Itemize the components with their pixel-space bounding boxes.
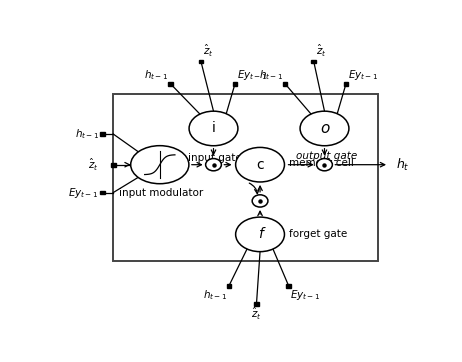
Text: $h_{t-1}$: $h_{t-1}$ bbox=[74, 127, 99, 141]
Text: output gate: output gate bbox=[296, 151, 357, 161]
Bar bbox=[254, 302, 259, 306]
Text: $h_{t-1}$: $h_{t-1}$ bbox=[145, 68, 169, 81]
Text: f: f bbox=[258, 227, 262, 241]
Bar bbox=[226, 284, 231, 288]
Bar bbox=[113, 94, 378, 261]
Text: forget gate: forget gate bbox=[289, 230, 347, 239]
Text: $h_{t-1}$: $h_{t-1}$ bbox=[203, 288, 227, 302]
Text: input modulator: input modulator bbox=[120, 188, 204, 198]
Bar bbox=[311, 60, 316, 63]
Ellipse shape bbox=[131, 146, 189, 184]
Text: $\hat{z}_t$: $\hat{z}_t$ bbox=[251, 306, 262, 323]
Circle shape bbox=[206, 159, 221, 171]
Text: $Ey_{t-1}$: $Ey_{t-1}$ bbox=[68, 186, 99, 199]
Ellipse shape bbox=[236, 147, 285, 182]
Text: $\hat{z}_t$: $\hat{z}_t$ bbox=[203, 43, 213, 59]
Bar bbox=[199, 60, 203, 63]
Ellipse shape bbox=[189, 111, 238, 146]
Text: $h_t$: $h_t$ bbox=[396, 157, 410, 173]
Circle shape bbox=[252, 195, 268, 207]
Text: $Ey_{t-1}$: $Ey_{t-1}$ bbox=[237, 68, 267, 81]
Bar bbox=[233, 82, 237, 86]
Text: o: o bbox=[320, 121, 329, 136]
Bar bbox=[168, 82, 173, 86]
Bar bbox=[286, 284, 291, 288]
Bar bbox=[111, 163, 116, 167]
Text: c: c bbox=[256, 158, 264, 172]
Text: $\hat{z}_t$: $\hat{z}_t$ bbox=[88, 157, 99, 173]
Ellipse shape bbox=[300, 111, 349, 146]
Ellipse shape bbox=[236, 217, 285, 252]
Bar bbox=[344, 82, 348, 86]
Text: memory cell: memory cell bbox=[289, 158, 354, 168]
Bar bbox=[100, 132, 105, 136]
Bar bbox=[100, 191, 105, 194]
Text: input gate: input gate bbox=[188, 153, 242, 163]
Text: $h_{t-1}$: $h_{t-1}$ bbox=[259, 68, 283, 81]
Circle shape bbox=[316, 159, 332, 171]
Bar bbox=[283, 82, 287, 86]
Text: $\hat{z}_t$: $\hat{z}_t$ bbox=[316, 43, 326, 59]
Text: $Ey_{t-1}$: $Ey_{t-1}$ bbox=[348, 68, 378, 81]
Text: $Ey_{t-1}$: $Ey_{t-1}$ bbox=[291, 288, 321, 302]
Text: i: i bbox=[212, 122, 215, 135]
